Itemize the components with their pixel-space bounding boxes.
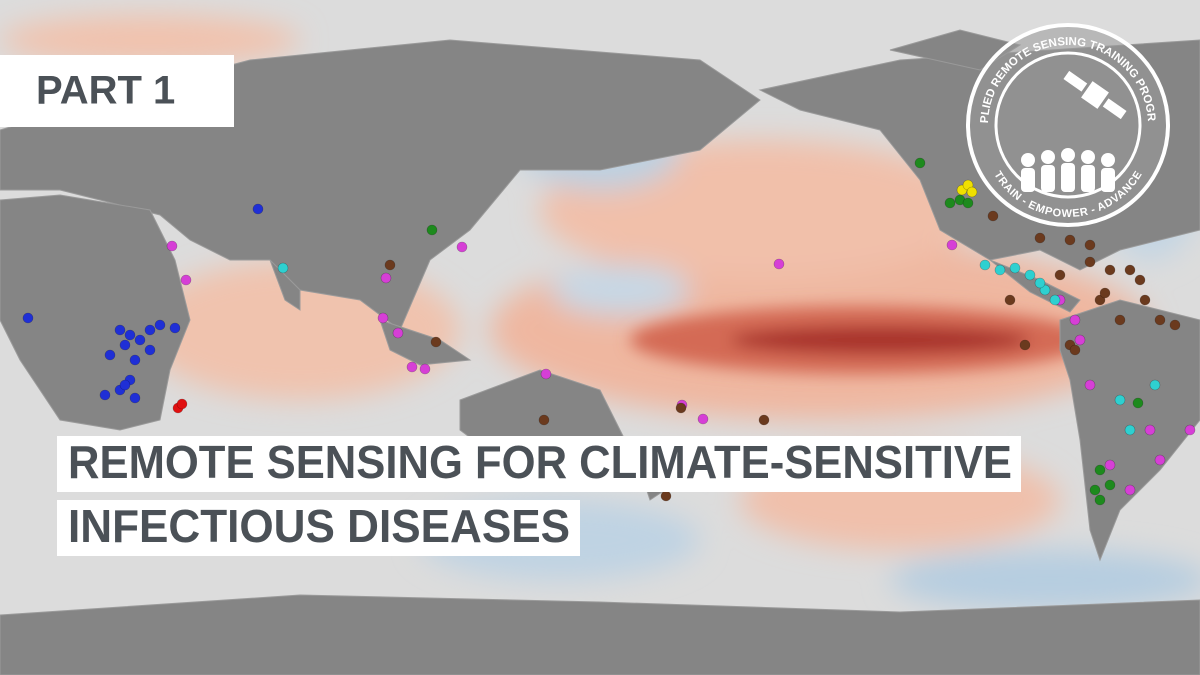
site-dot [540,368,552,380]
site-dot [1054,269,1066,281]
site-dot [1084,239,1096,251]
site-dot [144,344,156,356]
site-dot [1049,294,1061,306]
site-dot [1004,294,1016,306]
site-dot [124,329,136,341]
site-dot [944,197,956,209]
badge-text: PART 1 [36,69,175,113]
site-dot [392,327,404,339]
site-dot [1114,394,1126,406]
site-dot [1024,269,1036,281]
site-dot [1134,274,1146,286]
site-dot [1124,264,1136,276]
site-dot [22,312,34,324]
site-dot [1034,277,1046,289]
site-dot [377,312,389,324]
site-dot [104,349,116,361]
site-dot [1154,314,1166,326]
site-dot [1139,294,1151,306]
site-dot [1019,339,1031,351]
site-dot [1132,397,1144,409]
site-dot [166,240,178,252]
site-dot [675,402,687,414]
site-dot [1104,479,1116,491]
site-dot [987,210,999,222]
site-dot [99,389,111,401]
site-dot [144,324,156,336]
site-dot [169,322,181,334]
site-dot [1124,424,1136,436]
site-dot [1069,314,1081,326]
site-dot [1169,319,1181,331]
site-dot [1009,262,1021,274]
site-dot [697,413,709,425]
site-dot [430,336,442,348]
site-dot [1094,464,1106,476]
site-dot [1154,454,1166,466]
site-dot [1074,334,1086,346]
site-dot [406,361,418,373]
title-line: REMOTE SENSING FOR CLIMATE-SENSITIVE [68,436,1012,488]
site-dot [129,354,141,366]
site-dot [962,197,974,209]
title-box [57,436,1021,492]
site-dot [134,334,146,346]
site-dot [946,239,958,251]
site-dot [914,157,926,169]
site-dot [384,259,396,271]
site-dot [119,339,131,351]
site-dot [252,203,264,215]
site-dot [1094,494,1106,506]
site-dot [758,414,770,426]
site-dot [277,262,289,274]
logo-ring [966,23,1170,227]
site-dot [1104,264,1116,276]
title-line: INFECTIOUS DISEASES [68,500,570,552]
site-dot [1144,424,1156,436]
site-dot [1114,314,1126,326]
site-dot [380,272,392,284]
site-dot [994,264,1006,276]
site-dot [660,490,672,502]
case-sites [22,157,1196,506]
site-dot [114,324,126,336]
site-dot [1084,256,1096,268]
site-dot [1039,284,1051,296]
site-dot [129,392,141,404]
site-dot [426,224,438,236]
site-dot [966,186,978,198]
site-dot [538,414,550,426]
site-dot [1184,424,1196,436]
site-dot [1104,459,1116,471]
site-dot [176,398,188,410]
site-dot [979,259,991,271]
site-dot [419,363,431,375]
site-dot [1094,294,1106,306]
site-dot [1064,234,1076,246]
site-dot [180,274,192,286]
site-dot [119,379,131,391]
el-nino-core [630,306,1090,374]
title-box [57,500,580,556]
site-dot [773,258,785,270]
site-dot [1089,484,1101,496]
logo-people [1021,148,1115,192]
site-dot [1084,379,1096,391]
site-dot [154,319,166,331]
site-dot [1069,344,1081,356]
site-dot [1034,232,1046,244]
badge-box [0,55,234,127]
logo-satellite [1063,70,1127,120]
site-dot [1149,379,1161,391]
site-dot [1124,484,1136,496]
site-dot [1099,287,1111,299]
logo-inner-ring [994,51,1142,199]
site-dot [456,241,468,253]
